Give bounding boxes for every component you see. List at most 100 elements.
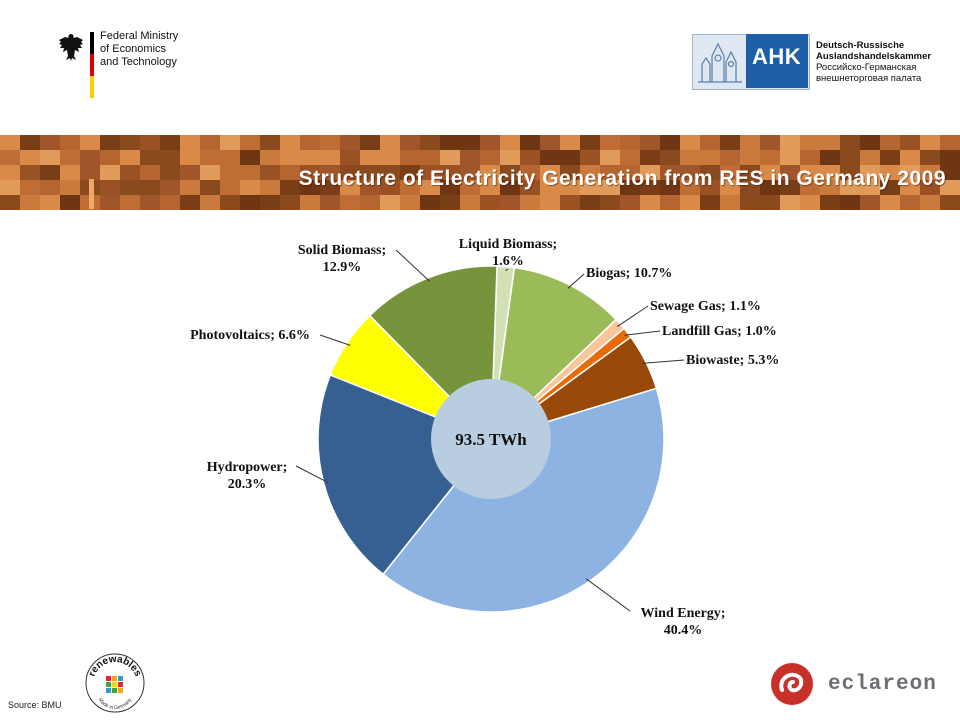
mosaic-tile	[420, 180, 440, 195]
mosaic-tile	[660, 150, 680, 165]
mosaic-tile	[340, 150, 360, 165]
mosaic-tile	[180, 165, 200, 180]
mosaic-tile	[360, 150, 380, 165]
banner-accent-bar	[89, 179, 94, 209]
flag-black	[90, 32, 94, 54]
mosaic-tile	[920, 135, 940, 150]
mosaic-tile	[860, 135, 880, 150]
mosaic-tile	[720, 180, 740, 195]
mosaic-tile	[540, 150, 560, 165]
mosaic-tile	[120, 195, 140, 210]
mosaic-tile	[20, 165, 40, 180]
mosaic-tile	[40, 180, 60, 195]
mosaic-tile	[520, 180, 540, 195]
mosaic-tile	[220, 150, 240, 165]
mosaic-tile	[540, 180, 560, 195]
mosaic-tile	[640, 150, 660, 165]
slice-label-line: Hydropower;	[207, 460, 288, 475]
mosaic-tile	[320, 180, 340, 195]
mosaic-tile	[800, 180, 820, 195]
mosaic-tile	[780, 165, 800, 180]
mosaic-tile	[300, 135, 320, 150]
mosaic-tile	[0, 195, 20, 210]
mosaic-tile	[340, 195, 360, 210]
mosaic-tile	[780, 180, 800, 195]
leader-line-solid-biomass	[395, 249, 431, 282]
mosaic-tile	[580, 135, 600, 150]
mosaic-tile	[140, 165, 160, 180]
mosaic-tile	[820, 165, 840, 180]
flag-gold	[90, 76, 94, 98]
title-banner: Structure of Electricity Generation from…	[0, 135, 960, 210]
slice-label-sewage-gas: Sewage Gas; 1.1%	[650, 299, 761, 314]
mosaic-tile	[900, 180, 920, 195]
source-note: Source: BMU	[8, 700, 62, 710]
mosaic-tile	[200, 195, 220, 210]
mosaic-tile	[740, 150, 760, 165]
leader-line-landfill-gas	[624, 330, 661, 336]
eclareon-swirl-icon	[771, 663, 813, 705]
mosaic-tile	[540, 165, 560, 180]
mosaic-tile	[640, 165, 660, 180]
mosaic-tile	[460, 150, 480, 165]
mosaic-tile	[620, 150, 640, 165]
mosaic-tile	[340, 165, 360, 180]
ministry-name: Federal Ministry of Economics and Techno…	[100, 30, 178, 69]
mosaic-tile	[180, 195, 200, 210]
mosaic-tile	[660, 135, 680, 150]
mosaic-tile	[580, 150, 600, 165]
ministry-line-1: Federal Ministry	[100, 30, 179, 42]
mosaic-tile	[580, 195, 600, 210]
mosaic-tile	[440, 195, 460, 210]
mosaic-tile	[160, 180, 180, 195]
slice-label-landfill-gas: Landfill Gas; 1.0%	[662, 324, 777, 339]
mosaic-tile	[60, 150, 80, 165]
mosaic-tile	[440, 180, 460, 195]
mosaic-tile	[380, 180, 400, 195]
ministry-line-2: of Economics	[100, 43, 167, 55]
mosaic-tile	[820, 150, 840, 165]
mosaic-tile	[680, 135, 700, 150]
mosaic-tile	[600, 150, 620, 165]
mosaic-tile	[400, 165, 420, 180]
mosaic-tile	[560, 165, 580, 180]
mosaic-tile	[640, 195, 660, 210]
mosaic-tile	[880, 135, 900, 150]
mosaic-tile	[200, 180, 220, 195]
mosaic-tile	[780, 195, 800, 210]
mosaic-tile	[480, 150, 500, 165]
flag-red	[90, 54, 94, 76]
mosaic-tile	[460, 180, 480, 195]
mosaic-tile	[440, 150, 460, 165]
slice-label-line: Biowaste; 5.3%	[686, 353, 779, 368]
mosaic-tile	[600, 165, 620, 180]
mosaic-tile	[380, 135, 400, 150]
mosaic-tile	[880, 165, 900, 180]
mosaic-tile	[900, 165, 920, 180]
mosaic-tile	[900, 135, 920, 150]
ahk-line-1: Deutsch-Russische	[816, 40, 905, 51]
mosaic-tile	[740, 180, 760, 195]
mosaic-tile	[580, 165, 600, 180]
mosaic-tile	[720, 195, 740, 210]
mosaic-tile	[700, 180, 720, 195]
mosaic-tile	[0, 180, 20, 195]
mosaic-tile	[300, 180, 320, 195]
mosaic-tile	[300, 150, 320, 165]
slice-label-line: Sewage Gas; 1.1%	[650, 299, 761, 314]
mosaic-tile	[400, 150, 420, 165]
mosaic-tile	[660, 195, 680, 210]
mosaic-tile	[280, 165, 300, 180]
mosaic-tile	[140, 195, 160, 210]
mosaic-tile	[20, 150, 40, 165]
mosaic-tile	[0, 165, 20, 180]
mosaic-tile	[480, 165, 500, 180]
slice-label-biogas: Biogas; 10.7%	[586, 266, 672, 281]
mosaic-tile	[940, 180, 960, 195]
mosaic-tile	[260, 195, 280, 210]
mosaic-tile	[740, 195, 760, 210]
mosaic-tile	[160, 150, 180, 165]
mosaic-tile	[560, 195, 580, 210]
ahk-line-ru-2: внешнеторговая палата	[816, 73, 922, 84]
slice-label-wind-energy: Wind Energy; 40.4%	[641, 606, 726, 638]
